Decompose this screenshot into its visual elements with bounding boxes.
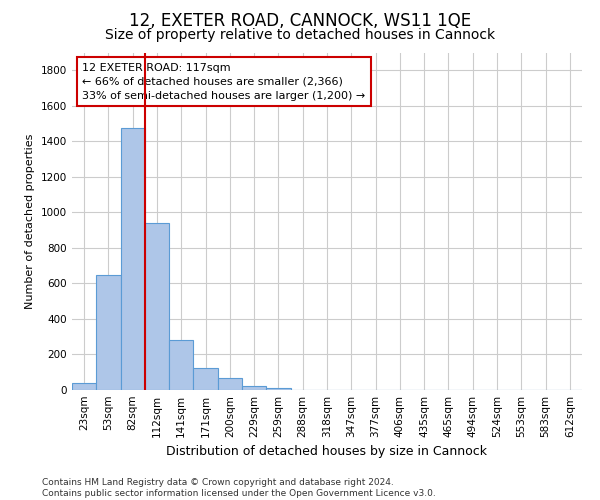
- Text: 12 EXETER ROAD: 117sqm
← 66% of detached houses are smaller (2,366)
33% of semi-: 12 EXETER ROAD: 117sqm ← 66% of detached…: [82, 62, 365, 100]
- Bar: [266, 388, 290, 390]
- Text: Size of property relative to detached houses in Cannock: Size of property relative to detached ho…: [105, 28, 495, 42]
- Bar: [218, 378, 242, 390]
- Bar: [193, 368, 218, 390]
- Text: Contains HM Land Registry data © Crown copyright and database right 2024.
Contai: Contains HM Land Registry data © Crown c…: [42, 478, 436, 498]
- Bar: [242, 386, 266, 390]
- Y-axis label: Number of detached properties: Number of detached properties: [25, 134, 35, 309]
- X-axis label: Distribution of detached houses by size in Cannock: Distribution of detached houses by size …: [167, 446, 487, 458]
- Bar: [169, 340, 193, 390]
- Bar: [96, 275, 121, 390]
- Text: 12, EXETER ROAD, CANNOCK, WS11 1QE: 12, EXETER ROAD, CANNOCK, WS11 1QE: [129, 12, 471, 30]
- Bar: [121, 128, 145, 390]
- Bar: [145, 224, 169, 390]
- Bar: [72, 383, 96, 390]
